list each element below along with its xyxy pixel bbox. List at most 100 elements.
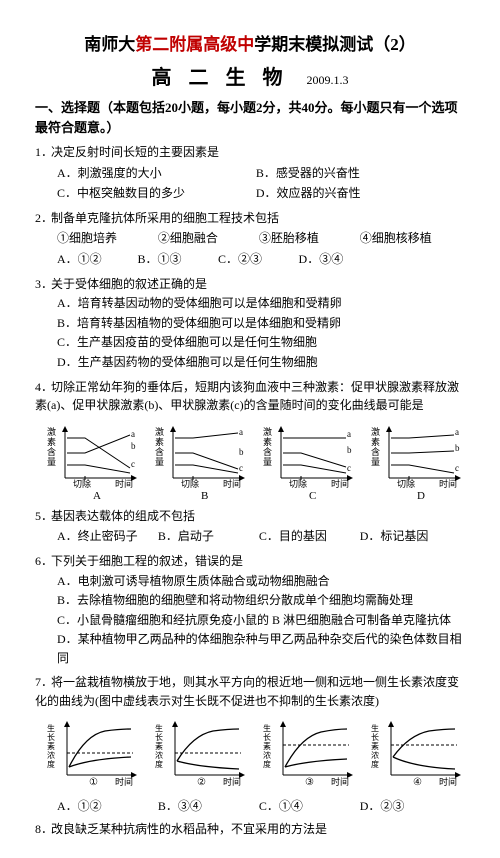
q6-num: 6．	[35, 552, 51, 571]
svg-text:度: 度	[47, 759, 55, 769]
q2-l2-2: ②细胞融合	[158, 229, 256, 248]
svg-text:素: 素	[371, 436, 380, 447]
question-7: 7．将一盆栽植物横放于地，则其水平方向的根近地一侧和远地一侧生长素浓度变化的曲线…	[35, 673, 465, 710]
q3-b: B．培育转基因植物的受体细胞可以是体细胞和受精卵	[35, 314, 465, 333]
q7-opts: A．①② B．③④ C．①④ D．②③	[35, 797, 465, 814]
q2-line2: ①细胞培养 ②细胞融合 ③胚胎移植 ④细胞核移植	[35, 229, 465, 248]
question-1: 1．决定反射时间长短的主要因素是 A．刺激强度的大小 B．感受器的兴奋性 C．中…	[35, 143, 465, 203]
q3-c: C．生产基因疫苗的受体细胞可以是任何生物细胞	[35, 333, 465, 352]
svg-text:时间: 时间	[223, 478, 241, 489]
svg-text:切除: 切除	[181, 478, 199, 489]
q4-label-b: B	[153, 490, 249, 502]
q6-a: A．电刺激可诱导植物原生质体融合或动物细胞融合	[35, 572, 465, 591]
q1-opt-d: D．效应器的兴奋性	[256, 184, 452, 203]
q4-charts: a b c 激 素 含 量 切除 时间 A	[35, 423, 465, 501]
question-2: 2．制备单克隆抗体所采用的细胞工程技术包括 ①细胞培养 ②细胞融合 ③胚胎移植 …	[35, 209, 465, 269]
svg-text:b: b	[131, 441, 136, 451]
svg-text:②: ②	[197, 777, 206, 788]
q4-label-a: A	[45, 490, 141, 502]
svg-text:③: ③	[305, 777, 314, 788]
q1-opts-row1: A．刺激强度的大小 B．感受器的兴奋性	[35, 164, 465, 183]
q2-opt-d: D．③④	[299, 250, 377, 269]
q3-a: A．培育转基因动物的受体细胞可以是体细胞和受精卵	[35, 294, 465, 313]
svg-text:素: 素	[47, 436, 56, 447]
svg-text:素: 素	[371, 741, 379, 751]
svg-text:④: ④	[413, 777, 422, 788]
svg-text:素: 素	[263, 741, 271, 751]
q2-stem: 制备单克隆抗体所采用的细胞工程技术包括	[51, 211, 279, 225]
q2-l2-4: ④细胞核移植	[360, 229, 458, 248]
q1-opt-a: A．刺激强度的大小	[57, 164, 253, 183]
subtitle-row: 高 二 生 物2009.1.3	[35, 61, 465, 90]
svg-text:c: c	[455, 463, 459, 473]
svg-text:长: 长	[155, 732, 163, 742]
question-5: 5．基因表达载体的组成不包括 A．终止密码子 B．启动子 C．目的基因 D．标记…	[35, 507, 465, 546]
question-6: 6．下列关于细胞工程的叙述，错误的是 A．电刺激可诱导植物原生质体融合或动物细胞…	[35, 552, 465, 668]
svg-text:生: 生	[155, 723, 163, 733]
svg-text:含: 含	[155, 446, 164, 457]
svg-text:素: 素	[263, 436, 272, 447]
q5-stem: 基因表达载体的组成不包括	[51, 509, 195, 523]
q8-num: 8．	[35, 820, 51, 839]
q6-c: C．小鼠骨髓瘤细胞和经抗原免疫小鼠的 B 淋巴细胞融合可制备单克隆抗体	[35, 611, 465, 630]
ylabel-char1: 激	[47, 426, 56, 437]
q4-num: 4．	[35, 378, 51, 397]
svg-text:量: 量	[371, 457, 380, 467]
q7-chart-1: 生长素浓度 时间 ①	[45, 717, 141, 793]
q4-chart-d: a b c 激素含量 切除 时间 D	[369, 423, 465, 501]
q3-stem: 关于受体细胞的叙述正确的是	[51, 277, 207, 291]
svg-text:浓: 浓	[155, 751, 163, 760]
q5-opt-b: B．启动子	[158, 527, 256, 546]
svg-text:生: 生	[47, 723, 55, 733]
svg-text:长: 长	[47, 732, 55, 742]
svg-text:含: 含	[47, 446, 56, 457]
svg-text:量: 量	[155, 457, 164, 467]
q5-num: 5．	[35, 507, 51, 526]
subject: 高 二 生 物	[152, 67, 289, 89]
q7-num: 7．	[35, 673, 51, 692]
svg-text:切除: 切除	[289, 478, 307, 489]
svg-text:时间: 时间	[223, 776, 241, 787]
q5-opt-d: D．标记基因	[360, 527, 458, 546]
q5-opts: A．终止密码子 B．启动子 C．目的基因 D．标记基因	[35, 527, 465, 546]
q4-chart-c: a b c 激素含量 切除 时间 C	[261, 423, 357, 501]
svg-text:时间: 时间	[331, 478, 349, 489]
q8-stem: 改良缺乏某种抗病性的水稻品种，不宜采用的方法是	[51, 822, 327, 836]
q2-l2-3: ③胚胎移植	[259, 229, 357, 248]
title-post: 学期末模拟测试（2）	[254, 35, 416, 54]
q2-opt-c: C．②③	[218, 250, 296, 269]
svg-text:浓: 浓	[263, 751, 271, 760]
q6-b: B．去除植物细胞的细胞壁和将动物组织分散成单个细胞均需酶处理	[35, 591, 465, 610]
svg-text:切除: 切除	[73, 478, 91, 489]
svg-text:①: ①	[89, 777, 98, 788]
svg-text:量: 量	[47, 457, 56, 467]
svg-text:度: 度	[263, 759, 271, 769]
svg-text:激: 激	[155, 426, 164, 437]
q5-opt-a: A．终止密码子	[57, 527, 155, 546]
svg-text:a: a	[131, 429, 135, 439]
q1-opt-c: C．中枢突触数目的多少	[57, 184, 253, 203]
svg-text:时间: 时间	[439, 776, 457, 787]
svg-text:时间: 时间	[115, 478, 133, 489]
q4-label-d: D	[369, 490, 465, 502]
svg-text:浓: 浓	[47, 751, 55, 760]
svg-text:浓: 浓	[371, 751, 379, 760]
q1-num: 1．	[35, 143, 51, 162]
svg-text:含: 含	[371, 446, 380, 457]
svg-text:a: a	[455, 427, 459, 437]
svg-text:量: 量	[263, 457, 272, 467]
svg-text:a: a	[239, 427, 243, 437]
q7-charts: 生长素浓度 时间 ① 生长素浓度 时间 ②	[35, 717, 465, 793]
q2-opt-a: A．①②	[57, 250, 135, 269]
q6-d: D．某种植物甲乙两品种的体细胞杂种与甲乙两品种杂交后代的染色体数目相同	[35, 630, 465, 667]
question-8: 8．改良缺乏某种抗病性的水稻品种，不宜采用的方法是	[35, 820, 465, 839]
svg-text:长: 长	[263, 732, 271, 742]
svg-text:长: 长	[371, 732, 379, 742]
q7-chart-3: 生长素浓度 时间 ③	[261, 717, 357, 793]
question-4: 4．切除正常幼年狗的垂体后，短期内该狗血液中三种激素：促甲状腺激素释放激素(a)…	[35, 378, 465, 415]
q4-chart-b: a b c 激素含量 切除 时间 B	[153, 423, 249, 501]
svg-text:时间: 时间	[115, 776, 133, 787]
svg-text:c: c	[131, 459, 135, 469]
question-3: 3．关于受体细胞的叙述正确的是 A．培育转基因动物的受体细胞可以是体细胞和受精卵…	[35, 275, 465, 372]
q6-stem: 下列关于细胞工程的叙述，错误的是	[51, 554, 243, 568]
